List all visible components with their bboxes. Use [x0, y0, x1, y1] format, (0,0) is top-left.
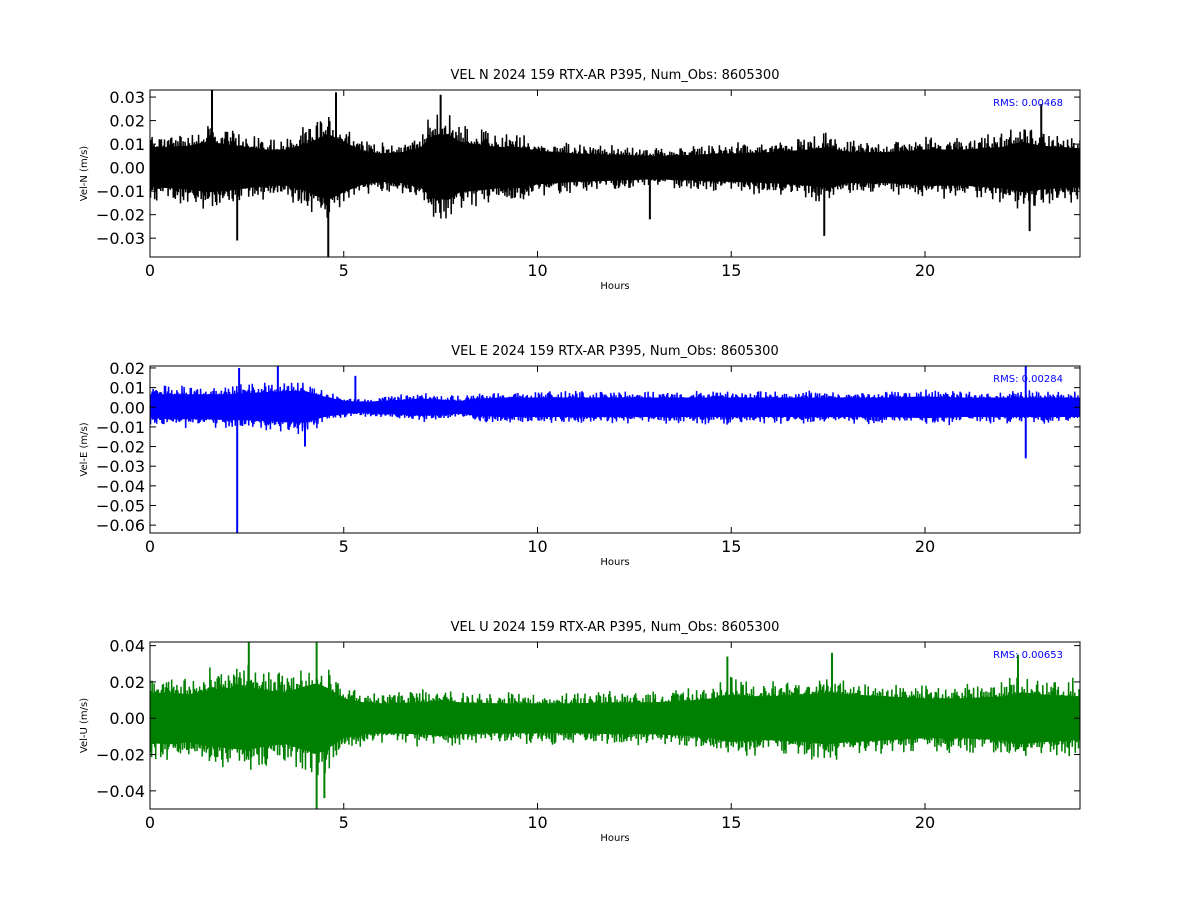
y-tick-label-north-3: 0.00: [109, 159, 145, 178]
y-tick-label-east-1: −0.05: [96, 496, 145, 515]
series-core-north: [150, 134, 1080, 200]
y-tick-label-up-2: 0.00: [109, 709, 145, 728]
y-tick-label-east-3: −0.03: [96, 457, 145, 476]
chart-title-up: VEL U 2024 159 RTX-AR P395, Num_Obs: 860…: [451, 620, 780, 635]
y-tick-label-east-4: −0.02: [96, 438, 145, 457]
y-axis-label-north: Vel-N (m/s): [79, 146, 90, 201]
x-axis-label-east: Hours: [600, 557, 629, 568]
x-tick-label-east-3: 15: [721, 537, 741, 556]
rms-annotation-north: RMS: 0.00468: [993, 98, 1063, 109]
y-tick-label-north-0: −0.03: [96, 229, 145, 248]
y-tick-label-north-6: 0.03: [109, 88, 145, 107]
y-tick-label-north-2: −0.01: [96, 182, 145, 201]
y-tick-label-north-5: 0.02: [109, 112, 145, 131]
y-tick-label-east-7: 0.01: [109, 379, 145, 398]
x-tick-label-up-4: 20: [915, 813, 935, 832]
x-tick-label-up-1: 5: [339, 813, 349, 832]
x-tick-label-north-0: 0: [145, 261, 155, 280]
y-tick-label-north-1: −0.02: [96, 206, 145, 225]
chart-title-north: VEL N 2024 159 RTX-AR P395, Num_Obs: 860…: [451, 68, 780, 83]
x-axis-label-north: Hours: [600, 281, 629, 292]
chart-title-east: VEL E 2024 159 RTX-AR P395, Num_Obs: 860…: [451, 344, 778, 359]
y-axis-label-east: Vel-E (m/s): [79, 422, 90, 476]
y-tick-label-east-5: −0.01: [96, 418, 145, 437]
panel-east: 0 5 10 15 20−0.06−0.05−0.04−0.03−0.02−0.010.…: [79, 344, 1081, 568]
y-tick-label-north-4: 0.01: [109, 135, 145, 154]
plot-frame-up: [149, 641, 1081, 810]
y-tick-label-east-8: 0.02: [109, 359, 145, 378]
y-tick-label-up-1: −0.02: [96, 746, 145, 765]
y-tick-label-east-6: 0.00: [109, 398, 145, 417]
rms-annotation-east: RMS: 0.00284: [993, 374, 1063, 385]
series-core-east: [150, 391, 1080, 423]
x-tick-label-up-2: 10: [527, 813, 547, 832]
x-tick-label-east-2: 10: [527, 537, 547, 556]
y-axis-label-up: Vel-U (m/s): [79, 698, 90, 753]
x-tick-label-east-4: 20: [915, 537, 935, 556]
rms-annotation-up: RMS: 0.00653: [993, 650, 1063, 661]
y-tick-label-up-4: 0.04: [109, 637, 145, 656]
panel-north: 0 5 10 15 20 −0.03 −0.02 −0.01 0.00 0.01 0.02 0.03 V…: [79, 68, 1081, 292]
x-tick-label-north-2: 10: [527, 261, 547, 280]
x-tick-label-up-3: 15: [721, 813, 741, 832]
x-tick-label-north-4: 20: [915, 261, 935, 280]
plot-frame-east: [149, 365, 1081, 534]
plot-frame-north: [149, 89, 1081, 258]
panel-up: 0 5 10 15 20 −0.04 −0.02 0.00 0.02 0.04 VEL U 2024…: [79, 620, 1081, 844]
x-tick-label-up-0: 0: [145, 813, 155, 832]
series-core-up: [150, 683, 1080, 755]
y-tick-label-east-0: −0.06: [96, 516, 145, 535]
y-tick-label-up-3: 0.02: [109, 673, 145, 692]
x-tick-label-north-3: 15: [721, 261, 741, 280]
y-tick-label-east-2: −0.04: [96, 477, 145, 496]
x-tick-label-east-1: 5: [339, 537, 349, 556]
x-axis-label-up: Hours: [600, 833, 629, 844]
x-tick-label-east-0: 0: [145, 537, 155, 556]
x-tick-label-north-1: 5: [339, 261, 349, 280]
y-tick-label-up-0: −0.04: [96, 782, 145, 801]
